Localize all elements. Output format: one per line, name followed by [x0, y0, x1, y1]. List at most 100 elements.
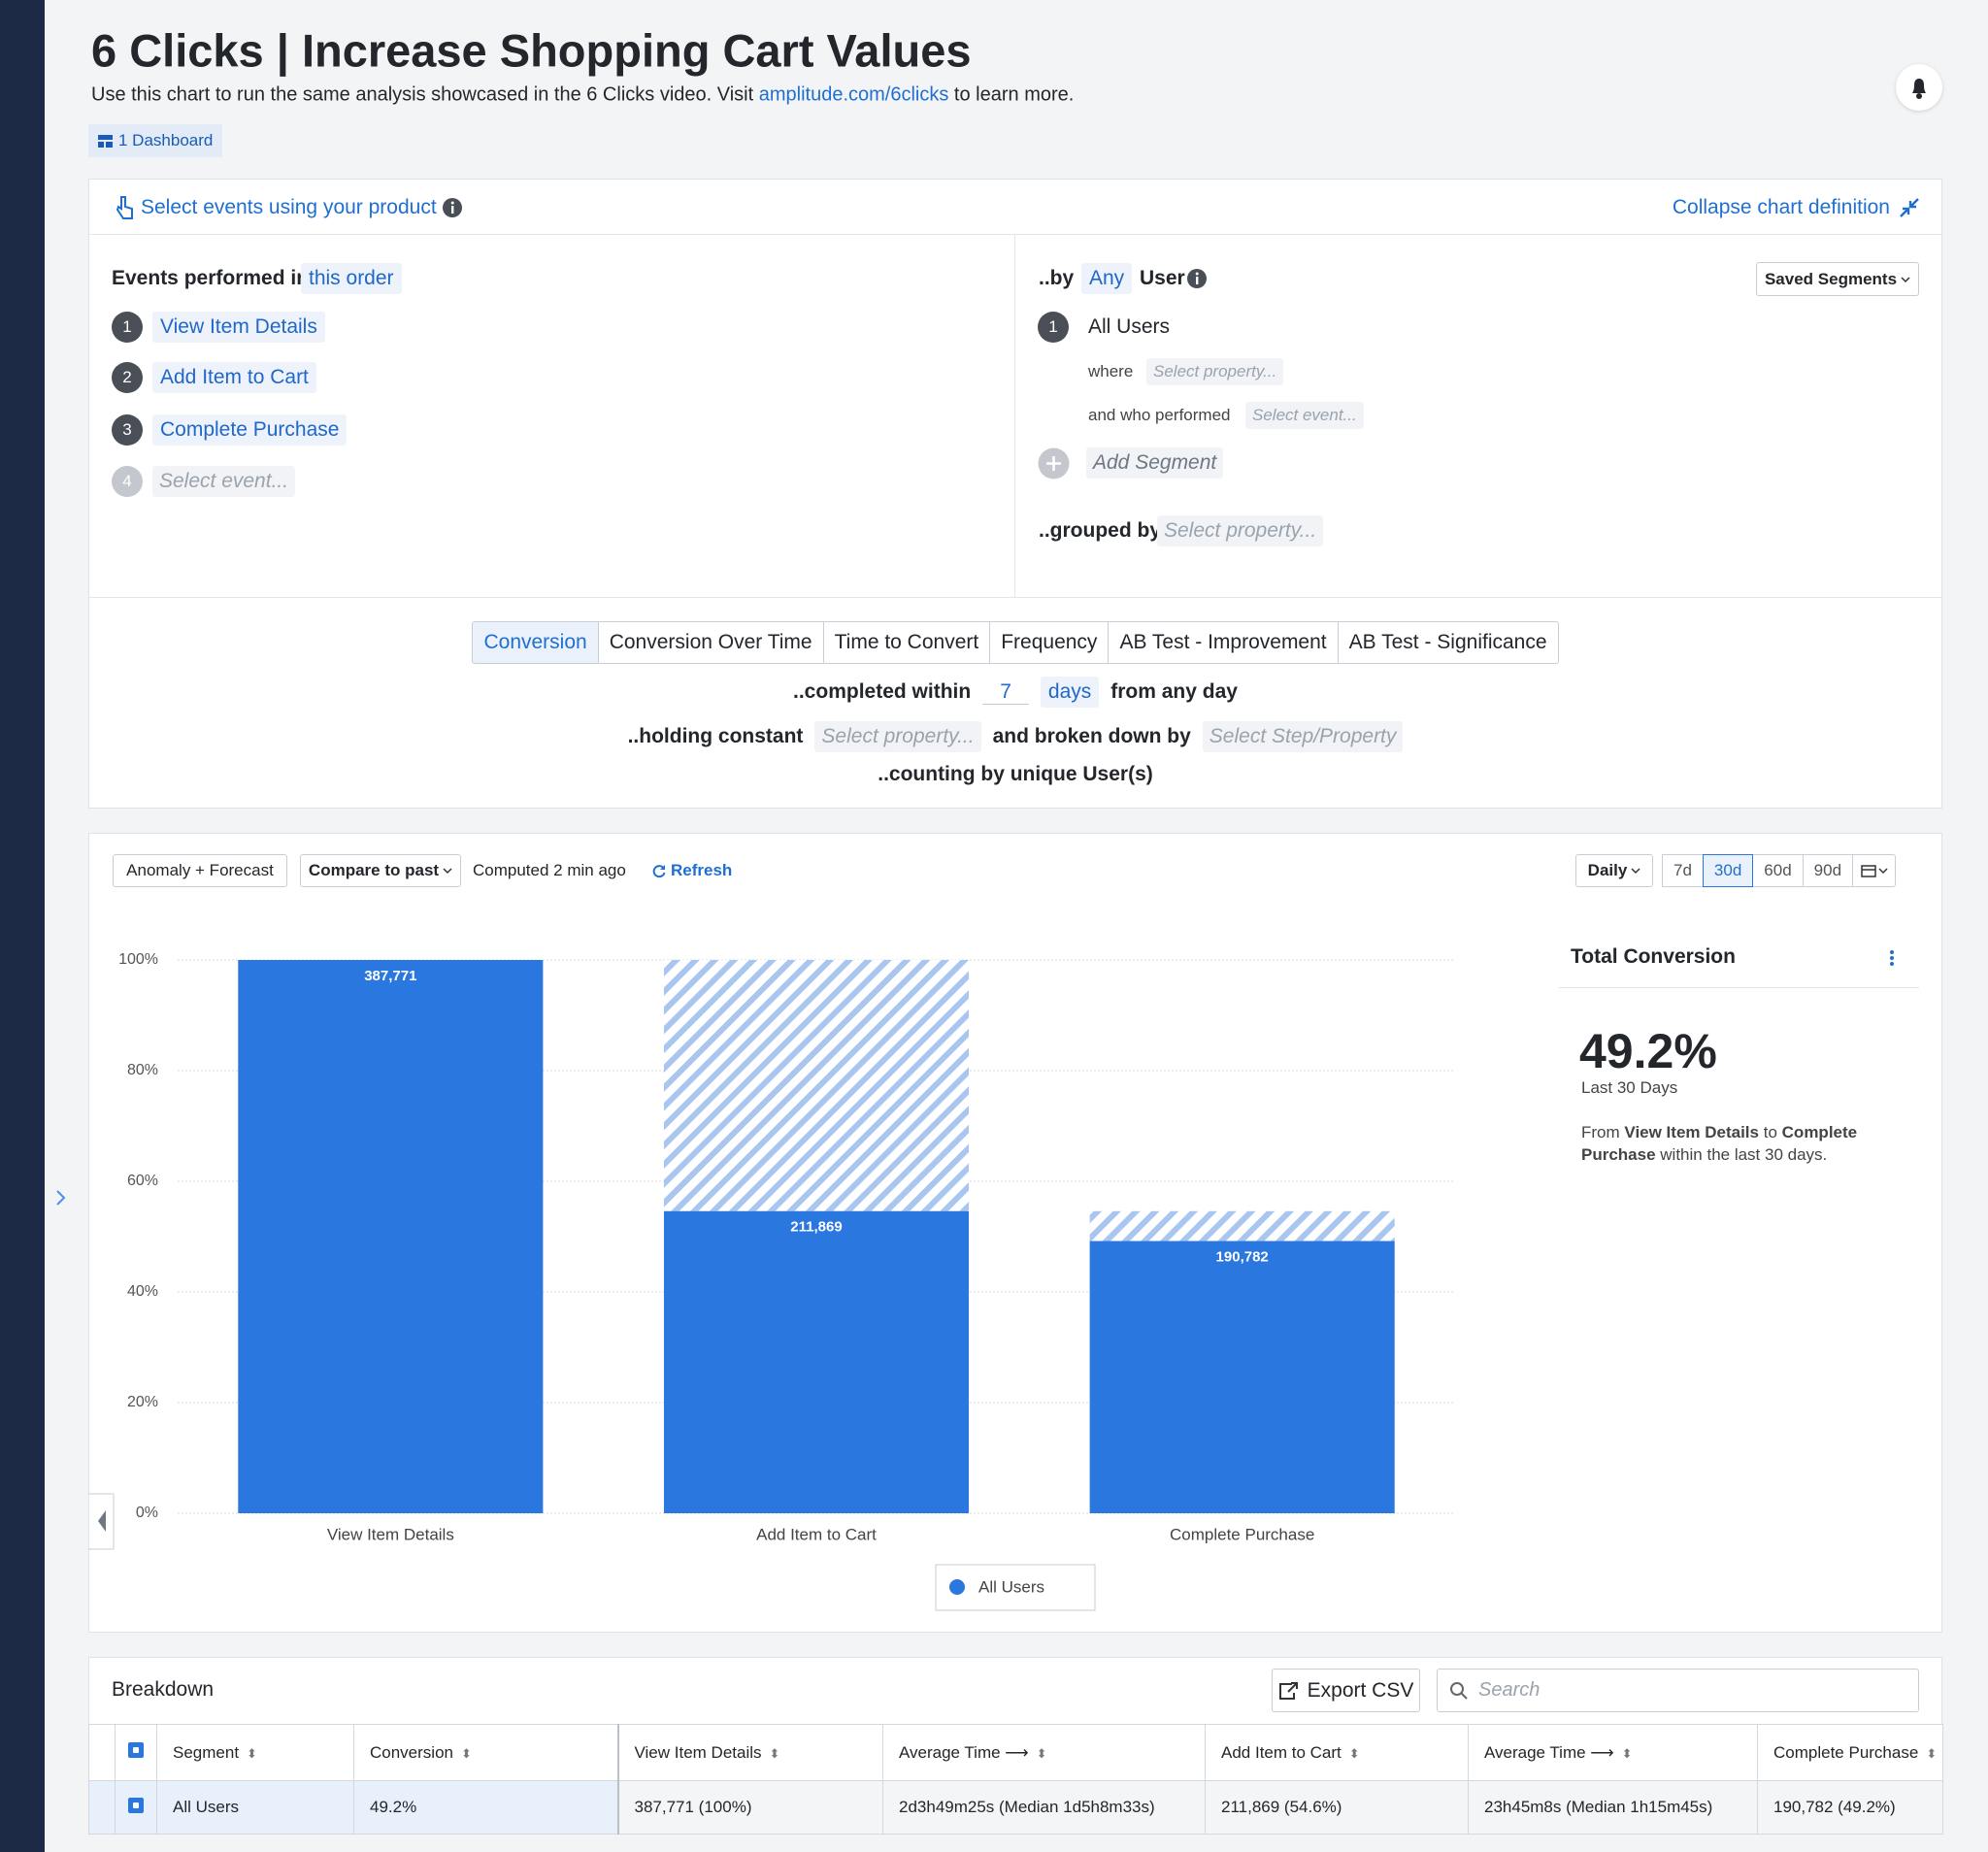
step-event[interactable]: View Item Details — [152, 312, 325, 343]
interval-button[interactable]: Daily — [1575, 854, 1653, 887]
window-unit[interactable]: days — [1040, 677, 1100, 708]
table-cell: 190,782 (49.2%) — [1757, 1780, 1943, 1835]
order-chip[interactable]: this order — [301, 263, 402, 294]
step-event[interactable]: Complete Purchase — [152, 414, 348, 446]
performed-placeholder[interactable]: Select event... — [1245, 402, 1364, 429]
table-cell — [88, 1780, 116, 1835]
subtitle-link[interactable]: amplitude.com/6clicks — [758, 83, 949, 106]
saved-segments[interactable]: Saved Segments — [1756, 262, 1919, 296]
column-header[interactable]: Average Time ⟶ ⬍ — [882, 1724, 1206, 1781]
step-event[interactable]: Add Item to Cart — [152, 362, 316, 393]
segment-number: 1 — [1038, 312, 1069, 343]
date-picker[interactable] — [1852, 854, 1897, 887]
summary-from-event: View Item Details — [1624, 1123, 1759, 1141]
column-header[interactable]: Segment ⬍ — [156, 1724, 354, 1781]
analysis-tab[interactable]: Time to Convert — [823, 621, 991, 664]
by-user: User — [1140, 267, 1185, 289]
search-box[interactable]: Search — [1437, 1669, 1919, 1712]
column-header[interactable]: Complete Purchase ⬍ — [1757, 1724, 1943, 1781]
bar — [1089, 1240, 1395, 1513]
bar-label: 387,771 — [364, 968, 416, 984]
export-csv[interactable]: Export CSV — [1272, 1669, 1420, 1712]
saved-segments-text: Saved Segments — [1764, 269, 1898, 288]
range-option[interactable]: 90d — [1802, 854, 1854, 887]
header-checkbox[interactable] — [115, 1724, 157, 1781]
holding-row: ..holding constant Select property... and … — [88, 721, 1942, 752]
analysis-tab[interactable]: AB Test - Significance — [1338, 621, 1559, 664]
pointer-icon — [116, 196, 133, 219]
compare-button[interactable]: Compare to past — [300, 854, 461, 887]
summary-value: 49.2% — [1579, 1024, 1717, 1078]
column-header[interactable]: Conversion ⬍ — [353, 1724, 619, 1781]
column-header[interactable]: Add Item to Cart ⬍ — [1205, 1724, 1469, 1781]
divider — [1014, 235, 1015, 597]
broken-placeholder[interactable]: Select Step/Property — [1202, 721, 1404, 752]
range-option[interactable]: 7d — [1662, 854, 1704, 887]
anomaly-button[interactable]: Anomaly + Forecast — [113, 854, 287, 887]
column-header[interactable]: View Item Details ⬍ — [617, 1724, 883, 1781]
divider — [1559, 987, 1919, 988]
summary-period: Last 30 Days — [1581, 1078, 1678, 1097]
table-cell: 49.2% — [353, 1780, 619, 1835]
more-menu[interactable] — [1887, 948, 1897, 968]
caret — [443, 868, 452, 875]
info-icon[interactable] — [1186, 268, 1208, 289]
sort-icon: ⬍ — [247, 1745, 257, 1761]
summary-from: From — [1581, 1123, 1620, 1141]
window-value[interactable]: 7 — [982, 680, 1029, 705]
by-any[interactable]: Any — [1081, 263, 1133, 294]
sidebar-expand[interactable] — [54, 1188, 68, 1207]
range-option[interactable]: 30d — [1702, 854, 1754, 887]
column-header[interactable]: Average Time ⟶ ⬍ — [1468, 1724, 1758, 1781]
y-tick-label: 60% — [127, 1173, 158, 1189]
column-header-text: Average Time ⟶ — [1484, 1742, 1614, 1762]
breakdown-table: Segment ⬍ Conversion ⬍ View Item Details ⬍ Ave… — [88, 1724, 1943, 1835]
info-icon[interactable] — [442, 197, 463, 218]
add-segment[interactable]: Add Segment — [1086, 447, 1224, 479]
y-tick-label: 100% — [118, 951, 158, 968]
step-number: 2 — [112, 362, 143, 393]
from-any-day: from any day — [1110, 680, 1238, 703]
x-tick-label: View Item Details — [327, 1525, 454, 1543]
step-event-placeholder[interactable]: Select event... — [152, 466, 296, 497]
dashboard-badge[interactable]: 1 Dashboard — [88, 124, 223, 157]
events-label: Events performed in — [112, 267, 310, 289]
holding-constant: ..holding constant — [627, 725, 804, 747]
window-row: ..completed within 7 days from any day — [88, 677, 1942, 708]
range-option[interactable]: 60d — [1752, 854, 1804, 887]
export-text: Export CSV — [1307, 1678, 1414, 1702]
table-body: All Users 49.2% 387,771 (100%) 2d3h49m25s (… — [88, 1780, 1943, 1835]
y-tick-label: 80% — [127, 1062, 158, 1078]
search-icon — [1450, 1681, 1468, 1700]
refresh[interactable]: Refresh — [671, 861, 733, 879]
refresh-icon[interactable] — [651, 863, 667, 878]
y-tick-label: 0% — [136, 1505, 158, 1521]
collapse-icon[interactable] — [1899, 197, 1920, 218]
row-checkbox[interactable] — [115, 1780, 157, 1835]
dropoff-bar — [663, 960, 970, 1211]
holding-placeholder[interactable]: Select property... — [814, 721, 981, 752]
page-title: 6 Clicks | Increase Shopping Cart Values — [91, 24, 972, 77]
notifications[interactable] — [1896, 64, 1942, 111]
step-number: 4 — [112, 466, 143, 497]
table-cell: 387,771 (100%) — [617, 1780, 883, 1835]
analysis-tab[interactable]: AB Test - Improvement — [1109, 621, 1339, 664]
search-placeholder: Search — [1478, 1679, 1541, 1701]
collapse-definition[interactable]: Collapse chart definition — [1672, 196, 1890, 218]
analysis-tab[interactable]: Conversion Over Time — [598, 621, 824, 664]
grouped-by-placeholder[interactable]: Select property... — [1157, 515, 1324, 546]
add-icon[interactable] — [1038, 447, 1070, 480]
performed-label: and who performed — [1088, 406, 1231, 424]
caret — [1631, 868, 1640, 875]
table-header: Segment ⬍ Conversion ⬍ View Item Details ⬍ Ave… — [88, 1724, 1943, 1781]
broken-down: and broken down by — [992, 725, 1191, 747]
analysis-tab[interactable]: Conversion — [472, 621, 599, 664]
sort-icon: ⬍ — [1926, 1745, 1938, 1761]
summary-description: From View Item Details to Complete Purch… — [1581, 1121, 1882, 1166]
table-cell: 2d3h49m25s (Median 1d5h8m33s) — [882, 1780, 1206, 1835]
where-placeholder[interactable]: Select property... — [1146, 358, 1284, 385]
table-row: All Users 49.2% 387,771 (100%) 2d3h49m25s (… — [88, 1780, 1943, 1835]
definition-prompt[interactable]: Select events using your product — [141, 196, 437, 218]
analysis-tab[interactable]: Frequency — [990, 621, 1110, 664]
